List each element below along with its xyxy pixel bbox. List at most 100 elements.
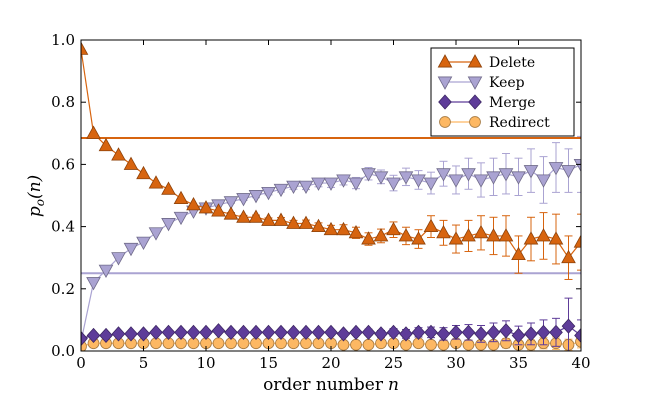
- data-point-delete: [236, 209, 251, 223]
- data-point-merge: [324, 324, 338, 340]
- data-point-merge: [399, 326, 413, 342]
- legend-item-merge: Merge: [438, 94, 536, 111]
- data-point-merge: [124, 326, 138, 342]
- data-point-keep: [273, 183, 289, 198]
- data-point-merge: [149, 324, 163, 340]
- data-point-merge: [274, 324, 288, 340]
- data-point-merge: [461, 324, 476, 340]
- series-keep: [81, 135, 581, 350]
- y-axis-label-var: p: [25, 206, 45, 217]
- x-tick-label: 40: [571, 354, 590, 372]
- error-bar-keep: [577, 135, 581, 193]
- data-point-keep: [448, 174, 464, 188]
- data-point-merge: [386, 324, 401, 340]
- data-point-keep: [386, 177, 401, 191]
- data-point-keep: [486, 171, 501, 185]
- data-point-delete: [86, 125, 101, 139]
- data-point-delete: [111, 147, 126, 161]
- legend-marker-keep: [467, 76, 483, 90]
- reference-lines: [81, 136, 581, 275]
- series-layer: [81, 41, 581, 351]
- data-point-merge: [499, 323, 513, 339]
- data-point-keep: [511, 171, 526, 185]
- data-point-merge: [486, 324, 501, 340]
- data-point-delete: [186, 197, 201, 211]
- data-point-merge: [349, 324, 363, 340]
- data-point-delete: [336, 221, 351, 236]
- data-point-redirect: [350, 338, 362, 351]
- data-point-keep: [173, 211, 189, 226]
- data-point-keep: [123, 242, 139, 257]
- legend-item-redirect: Redirect: [439, 115, 550, 131]
- error-bar-delete: [577, 213, 581, 271]
- data-point-keep: [398, 171, 414, 185]
- data-point-merge: [574, 327, 581, 344]
- data-point-delete: [173, 190, 189, 205]
- data-point-keep: [373, 171, 389, 185]
- legend-marker-redirect: [439, 116, 451, 128]
- data-point-merge: [224, 324, 238, 340]
- data-point-keep: [311, 177, 326, 191]
- data-point-merge: [374, 326, 388, 342]
- data-point-keep: [98, 264, 114, 278]
- data-point-merge: [261, 324, 276, 340]
- legend-label-merge: Merge: [489, 95, 536, 111]
- series-delete: [81, 41, 581, 280]
- data-point-delete: [148, 175, 164, 189]
- data-point-delete: [536, 228, 551, 242]
- data-point-keep: [573, 158, 581, 173]
- data-point-delete: [298, 215, 314, 229]
- x-axis-label-text: order number: [263, 375, 384, 395]
- data-point-delete: [436, 224, 451, 239]
- data-point-delete: [461, 228, 476, 242]
- legend-marker-delete: [437, 54, 453, 68]
- data-point-keep: [461, 168, 476, 182]
- data-point-merge: [211, 323, 226, 339]
- y-tick-label: 0.8: [51, 93, 75, 111]
- legend-marker-merge: [468, 94, 482, 110]
- data-point-merge: [236, 324, 251, 340]
- data-point-merge: [449, 324, 463, 340]
- legend-marker-keep: [437, 76, 453, 90]
- x-tick-label: 35: [509, 354, 528, 372]
- data-point-merge: [474, 326, 488, 342]
- data-point-delete: [386, 221, 401, 236]
- tick-labels: 0 5 10 15 20 25 30 35 40 0.0 0.2 0.4 0.6 0.8 1.0: [51, 31, 590, 372]
- data-point-delete: [311, 218, 326, 233]
- data-point-keep: [248, 190, 264, 204]
- data-point-delete: [273, 212, 289, 226]
- data-point-delete: [198, 200, 214, 214]
- data-point-keep: [161, 218, 176, 232]
- y-tick-label: 0.2: [51, 280, 75, 298]
- data-point-delete: [348, 224, 364, 239]
- data-point-merge: [186, 324, 201, 340]
- x-tick-label: 30: [446, 354, 465, 372]
- data-point-merge: [86, 327, 101, 344]
- x-tick-label: 10: [196, 354, 215, 372]
- error-bar-merge: [577, 319, 581, 351]
- legend-item-keep: Keep: [437, 75, 525, 91]
- data-point-keep: [298, 180, 314, 194]
- data-point-redirect: [212, 337, 225, 350]
- x-tick-label: 15: [259, 354, 278, 372]
- data-point-keep: [411, 174, 426, 188]
- data-point-merge: [549, 324, 563, 340]
- data-point-keep: [536, 174, 551, 188]
- data-point-merge: [311, 324, 326, 340]
- data-point-merge: [286, 324, 301, 340]
- data-point-merge: [249, 324, 263, 340]
- data-point-keep: [86, 277, 101, 291]
- data-point-delete: [361, 231, 376, 245]
- data-point-merge: [99, 327, 113, 344]
- data-point-delete: [223, 206, 239, 220]
- legend-marker-merge: [438, 94, 452, 110]
- data-point-keep: [148, 227, 164, 241]
- x-tick-label: 0: [76, 354, 86, 372]
- legend-marker-delete: [467, 54, 483, 68]
- data-point-delete: [411, 231, 426, 245]
- data-point-merge: [361, 324, 376, 340]
- data-point-keep: [561, 165, 576, 179]
- series-merge: [81, 297, 581, 351]
- legend-label-keep: Keep: [489, 75, 525, 91]
- y-axis-label-arg: (n): [25, 175, 45, 199]
